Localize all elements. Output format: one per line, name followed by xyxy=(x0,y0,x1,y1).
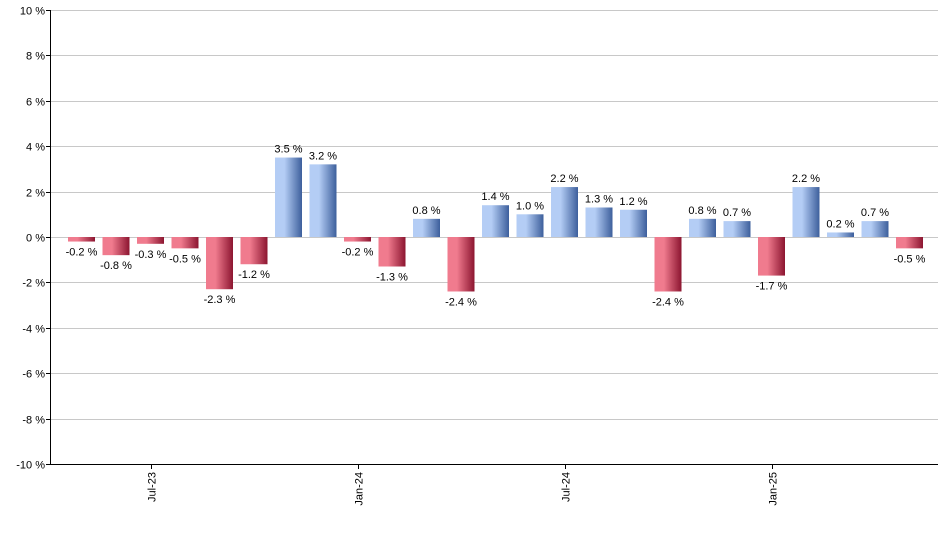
bar xyxy=(551,187,578,237)
x-tick-label: Jan-25 xyxy=(768,472,780,506)
y-tick-label: 10 % xyxy=(20,6,45,18)
data-label: -0.2 % xyxy=(342,247,374,259)
data-label: 2.2 % xyxy=(550,173,578,185)
y-tick-label: -10 % xyxy=(16,460,45,472)
bar xyxy=(654,237,682,292)
bar xyxy=(585,207,613,237)
x-tick-label: Jul-24 xyxy=(561,472,573,502)
data-label: 0.2 % xyxy=(826,218,854,230)
y-axis-ticks: 10 % 8 % 6 % 4 % 2 % 0 % -2 % -4 % -6 % -8 % -10 % xyxy=(16,6,50,472)
bar xyxy=(206,237,233,290)
data-label: 0.7 % xyxy=(861,207,889,219)
bar xyxy=(620,209,647,237)
bar xyxy=(413,218,440,237)
data-label: -0.5 % xyxy=(894,253,926,265)
data-label: 1.4 % xyxy=(481,191,509,203)
bar xyxy=(171,237,199,249)
y-tick-label: 6 % xyxy=(26,97,45,109)
data-label: -2.3 % xyxy=(204,294,236,306)
data-labels: -0.2 %-0.8 %-0.3 % -0.5 %-2.3 %-1.2 %3.5 … xyxy=(66,144,926,309)
y-tick-label: 4 % xyxy=(26,142,45,154)
data-label: 3.2 % xyxy=(309,150,337,162)
bar xyxy=(344,237,371,242)
x-axis-ticks: Jul-23 Jan-24 Jul-24 Jan-25 xyxy=(147,464,780,506)
data-label: -0.5 % xyxy=(169,253,201,265)
bar xyxy=(792,187,820,237)
y-tick-label: -4 % xyxy=(22,324,45,336)
bar xyxy=(447,237,475,292)
y-tick-label: -6 % xyxy=(22,369,45,381)
data-label: 0.7 % xyxy=(723,207,751,219)
data-label: -0.3 % xyxy=(135,249,167,261)
bar xyxy=(275,157,302,237)
x-tick-label: Jan-24 xyxy=(354,472,366,506)
bar xyxy=(240,237,268,265)
bar xyxy=(516,214,544,237)
bar xyxy=(309,164,337,237)
data-label: 1.3 % xyxy=(585,193,613,205)
data-label: 1.2 % xyxy=(619,196,647,208)
data-label: 0.8 % xyxy=(412,205,440,217)
y-tick-label: 8 % xyxy=(26,51,45,63)
data-label: -2.4 % xyxy=(445,296,477,308)
data-label: 0.8 % xyxy=(688,205,716,217)
bar xyxy=(896,237,923,249)
data-label: 2.2 % xyxy=(792,173,820,185)
bar xyxy=(378,237,406,267)
y-tick-label: -2 % xyxy=(22,278,45,290)
data-label: -0.2 % xyxy=(66,247,98,259)
data-label: -0.8 % xyxy=(100,260,132,272)
bar xyxy=(102,237,130,256)
y-tick-label: 2 % xyxy=(26,188,45,200)
bar xyxy=(68,237,95,242)
data-label: -1.7 % xyxy=(756,281,788,293)
y-tick-label: -8 % xyxy=(22,415,45,427)
axes xyxy=(50,10,938,465)
bars xyxy=(68,157,923,292)
bar xyxy=(758,237,785,276)
bar xyxy=(137,237,164,244)
bar xyxy=(827,232,854,237)
data-label: 3.5 % xyxy=(274,144,302,156)
data-label: -1.3 % xyxy=(376,272,408,284)
x-tick-label: Jul-23 xyxy=(147,472,159,502)
y-tick-label: 0 % xyxy=(26,233,45,245)
data-label: -2.4 % xyxy=(652,296,684,308)
bar xyxy=(861,221,889,237)
bar xyxy=(723,221,751,237)
bar xyxy=(482,205,509,237)
data-label: 1.0 % xyxy=(516,200,544,212)
bar xyxy=(689,218,716,237)
data-label: -1.2 % xyxy=(238,269,270,281)
